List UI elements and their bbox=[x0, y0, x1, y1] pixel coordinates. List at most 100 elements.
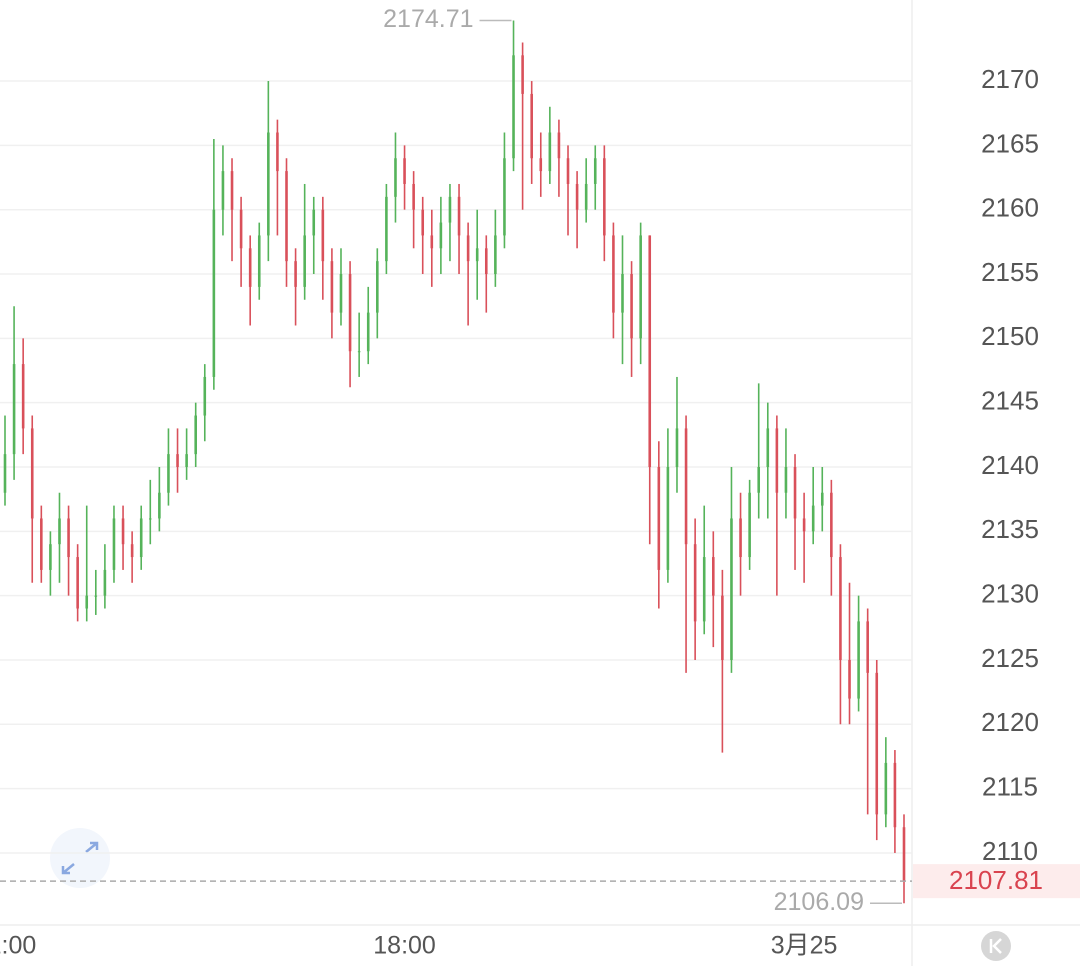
candle-body bbox=[639, 235, 642, 339]
candle-body bbox=[212, 209, 216, 377]
candle-body bbox=[412, 183, 415, 210]
candle-body bbox=[503, 158, 506, 236]
y-tick-label: 2125 bbox=[981, 643, 1039, 673]
y-tick-label: 2170 bbox=[981, 64, 1039, 94]
candle-body bbox=[130, 544, 134, 558]
candle-body bbox=[648, 235, 652, 468]
candle-body bbox=[330, 261, 334, 313]
candle-body bbox=[494, 235, 497, 275]
candle-body bbox=[775, 428, 779, 493]
candle-body bbox=[657, 467, 661, 570]
expand-icon bbox=[61, 841, 99, 875]
candle-body bbox=[584, 183, 588, 210]
candle-body bbox=[811, 505, 815, 532]
candle-body bbox=[875, 672, 879, 815]
candle-body bbox=[666, 467, 670, 570]
k-button[interactable] bbox=[981, 931, 1011, 961]
y-tick-label: 2145 bbox=[981, 386, 1039, 416]
candle-body bbox=[49, 544, 52, 570]
candle-body bbox=[712, 557, 715, 596]
candle-body bbox=[684, 428, 688, 545]
candle-body bbox=[76, 557, 79, 609]
candle-body bbox=[285, 171, 288, 262]
candle-body bbox=[857, 621, 860, 699]
candle-body bbox=[430, 235, 434, 249]
candle-body bbox=[67, 518, 70, 558]
candle-body bbox=[884, 762, 888, 815]
y-tick-label: 2160 bbox=[981, 193, 1039, 223]
candle-body bbox=[902, 827, 906, 882]
candle-body bbox=[3, 454, 7, 493]
candle-body bbox=[394, 158, 397, 197]
candle-body bbox=[221, 171, 225, 210]
candle-body bbox=[848, 659, 851, 699]
candle-body bbox=[348, 274, 352, 352]
candle-body bbox=[721, 595, 724, 660]
candle-body bbox=[512, 55, 515, 159]
candle-body bbox=[484, 248, 488, 275]
last-price-label: 2107.81 bbox=[949, 865, 1043, 895]
candle-body bbox=[30, 428, 34, 519]
candle-body bbox=[739, 518, 742, 558]
k-icon bbox=[989, 938, 1002, 954]
candle-body bbox=[566, 158, 570, 184]
candle-body bbox=[139, 518, 143, 558]
candle-body bbox=[693, 544, 697, 622]
k-button-bg bbox=[981, 931, 1011, 961]
candle-body bbox=[248, 248, 252, 287]
candle-body bbox=[40, 518, 43, 570]
candle-body bbox=[575, 183, 579, 210]
candle-body bbox=[94, 595, 98, 597]
candle-body bbox=[539, 158, 543, 172]
candles bbox=[3, 20, 906, 904]
candle-body bbox=[403, 158, 406, 184]
x-tick-label: 18:00 bbox=[373, 932, 436, 960]
candle-body bbox=[158, 492, 161, 519]
candle-body bbox=[167, 454, 170, 493]
candle-body bbox=[621, 274, 624, 313]
candle-body bbox=[239, 209, 243, 249]
candle-body bbox=[12, 364, 16, 455]
candle-body bbox=[748, 492, 751, 558]
candle-body bbox=[793, 467, 797, 519]
candle-body bbox=[893, 762, 897, 828]
candle-body bbox=[830, 492, 833, 558]
candle-body bbox=[385, 196, 388, 262]
candle-body bbox=[185, 454, 188, 468]
candle-body bbox=[421, 209, 425, 236]
candle-body bbox=[58, 518, 61, 545]
y-tick-label: 2165 bbox=[981, 128, 1039, 158]
candle-body bbox=[357, 351, 361, 353]
candle-body bbox=[257, 235, 261, 287]
candle-body bbox=[820, 492, 824, 506]
candle-body bbox=[603, 158, 606, 236]
candle-body bbox=[548, 132, 552, 172]
candle-body bbox=[21, 364, 25, 429]
candle-body bbox=[112, 518, 116, 570]
x-tick-label: 12:00 bbox=[0, 932, 36, 960]
expand-button[interactable] bbox=[50, 828, 110, 888]
y-tick-label: 2110 bbox=[982, 836, 1038, 866]
candle-body bbox=[630, 274, 633, 339]
candle-body bbox=[730, 518, 733, 660]
candle-body bbox=[176, 454, 179, 468]
y-tick-label: 2135 bbox=[981, 514, 1039, 544]
expand-button-bg bbox=[50, 828, 110, 888]
candle-body bbox=[466, 235, 470, 262]
candle-body bbox=[530, 93, 533, 159]
candle-body bbox=[294, 261, 297, 287]
candle-body bbox=[475, 248, 479, 262]
candle-body bbox=[121, 518, 125, 545]
candle-body bbox=[766, 428, 770, 468]
x-tick-label: 3月25 bbox=[771, 932, 838, 960]
candle-body bbox=[148, 518, 152, 520]
candle-body bbox=[366, 312, 370, 352]
candle-body bbox=[103, 569, 107, 596]
candle-body bbox=[675, 428, 679, 468]
y-tick-label: 2155 bbox=[981, 257, 1039, 287]
candle-body bbox=[276, 132, 279, 172]
candle-body bbox=[521, 55, 524, 94]
candle-body bbox=[866, 621, 869, 673]
y-tick-label: 2115 bbox=[982, 772, 1038, 802]
